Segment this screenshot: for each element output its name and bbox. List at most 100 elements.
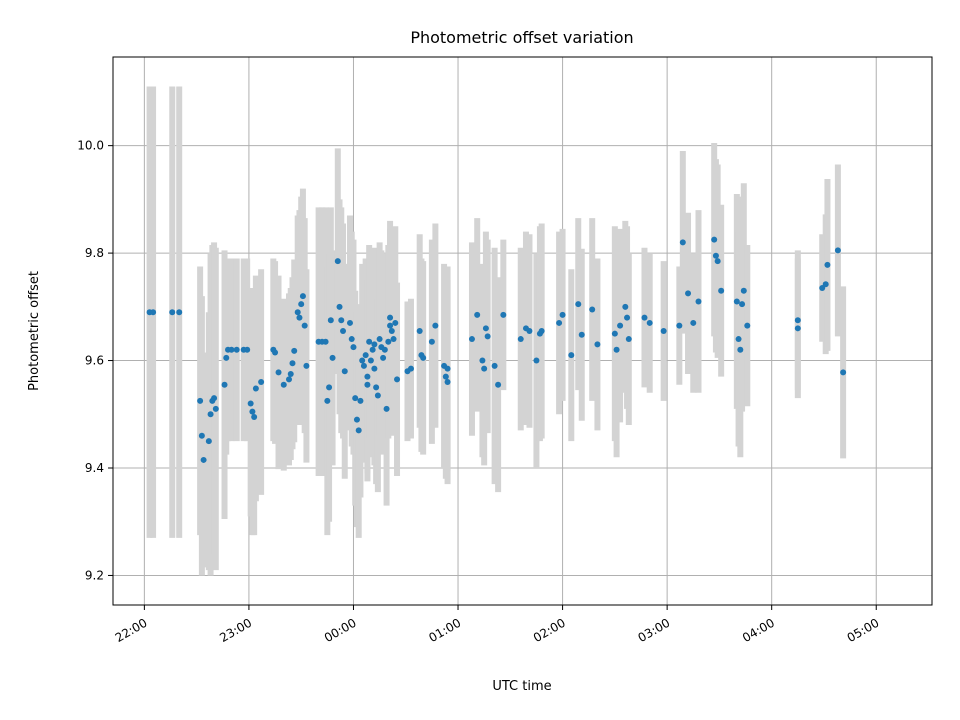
data-point (247, 400, 254, 407)
data-point (298, 301, 305, 308)
data-point (296, 314, 303, 321)
data-point (327, 317, 334, 324)
data-point (660, 328, 667, 334)
data-point (294, 309, 301, 316)
data-point (578, 331, 585, 338)
data-point (420, 354, 427, 361)
y-tick-label: 9.8 (85, 246, 104, 260)
data-point (385, 338, 392, 345)
chart-title: Photometric offset variation (410, 28, 633, 47)
data-point (735, 336, 742, 343)
data-point (374, 392, 381, 399)
data-point (824, 261, 831, 268)
data-point (211, 395, 218, 402)
data-point (340, 328, 347, 334)
data-point (383, 405, 390, 412)
data-point (366, 338, 373, 345)
data-point (258, 379, 265, 386)
data-point (718, 287, 725, 294)
data-point (251, 413, 258, 420)
data-point (359, 357, 366, 364)
data-point (444, 379, 451, 386)
data-point (338, 317, 345, 324)
data-point (387, 322, 394, 329)
data-point (380, 354, 387, 361)
data-point (517, 336, 524, 343)
data-point (367, 357, 374, 364)
data-point (737, 346, 744, 353)
data-point (556, 319, 563, 326)
data-point (594, 341, 601, 348)
data-point (352, 395, 359, 402)
data-point (744, 322, 751, 329)
data-point (819, 285, 826, 292)
data-point (289, 360, 296, 367)
data-point (200, 456, 207, 463)
data-point (275, 369, 282, 376)
data-point (394, 376, 401, 383)
data-point (280, 381, 287, 388)
plot-frame (112, 56, 933, 606)
data-point (428, 338, 435, 345)
data-point (444, 365, 451, 372)
data-point (533, 357, 540, 364)
data-point (221, 381, 228, 388)
data-point (322, 338, 329, 345)
data-point (739, 301, 746, 308)
data-point (324, 397, 331, 404)
data-point (285, 376, 292, 383)
data-point (376, 336, 383, 343)
data-point (442, 373, 449, 380)
y-tick-label: 9.2 (85, 568, 104, 582)
data-point (362, 352, 369, 359)
data-point (329, 354, 336, 361)
data-point (364, 381, 371, 388)
data-point (822, 281, 829, 288)
data-point (416, 328, 423, 334)
data-point (794, 325, 801, 332)
data-point (481, 365, 488, 372)
y-tick-label: 10.0 (77, 139, 104, 153)
data-point (341, 368, 348, 375)
data-point (568, 352, 575, 359)
data-point (617, 322, 624, 329)
data-point (679, 239, 686, 246)
data-point (500, 311, 507, 318)
data-point (834, 247, 841, 254)
data-point (468, 336, 475, 343)
data-point (244, 346, 251, 353)
data-point (479, 357, 486, 364)
y-tick-label: 9.6 (85, 354, 104, 368)
data-point (357, 397, 364, 404)
data-point (794, 317, 801, 324)
data-point (695, 298, 702, 305)
data-point (388, 328, 395, 334)
data-point (233, 346, 240, 353)
data-point (840, 369, 847, 376)
data-point (371, 365, 378, 372)
data-point (348, 336, 355, 343)
data-point (223, 354, 230, 361)
y-axis-label: Photometric offset (27, 271, 42, 391)
data-point (559, 311, 566, 318)
data-point (360, 362, 367, 369)
data-point (625, 336, 632, 343)
data-point (474, 311, 481, 318)
data-point (198, 432, 205, 439)
data-point (589, 306, 596, 313)
data-point (381, 346, 388, 353)
data-point (538, 328, 545, 334)
data-point (272, 349, 279, 356)
data-point (364, 373, 371, 380)
data-point (646, 319, 653, 326)
data-point (353, 416, 360, 423)
data-point (350, 344, 357, 351)
data-point (685, 290, 692, 297)
data-point (252, 385, 259, 392)
data-point (326, 384, 333, 391)
data-point (197, 397, 204, 404)
data-point (207, 411, 214, 418)
data-point (287, 370, 294, 377)
data-point (712, 252, 719, 259)
